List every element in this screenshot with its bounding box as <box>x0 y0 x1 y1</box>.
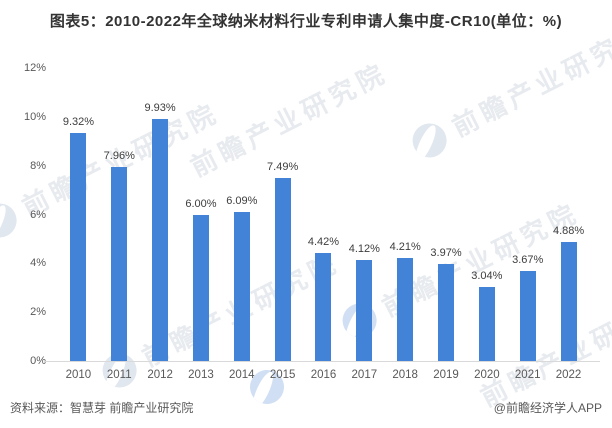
y-tick-label: 8% <box>30 159 46 172</box>
value-label-2022: 4.88% <box>552 224 585 237</box>
bar-column-2021: 3.67% <box>507 68 548 361</box>
bar-2013 <box>192 214 209 361</box>
bar-2019 <box>438 264 455 361</box>
x-axis-labels: 2010 2011 2012 2013 2014 2015 2016 2017 2018 2019… <box>58 369 589 381</box>
source-note: 资料来源：智慧芽 前瞻产业研究院 <box>10 401 194 415</box>
value-label-2017: 4.12% <box>348 243 380 256</box>
value-label-2019: 3.97% <box>430 247 462 260</box>
chart-title: 图表5：2010-2022年全球纳米材料行业专利申请人集中度-CR10(单位：%… <box>49 13 563 30</box>
bar-column-2017: 4.12% <box>344 68 385 361</box>
value-label-2021: 3.67% <box>512 254 544 267</box>
value-label-2018: 4.21% <box>389 241 421 254</box>
bar-column-2016: 4.42% <box>303 68 344 361</box>
x-axis-line <box>44 361 600 362</box>
bar-2020 <box>478 286 495 361</box>
bar-2015 <box>274 178 291 361</box>
x-tick-label: 2017 <box>351 369 378 381</box>
x-tick-label: 2021 <box>514 369 541 381</box>
bar-column-2011: 7.96% <box>99 68 140 361</box>
bar-column-2020: 3.04% <box>466 68 507 361</box>
bar-2018 <box>397 258 414 361</box>
bar-column-2012: 9.93% <box>140 68 181 361</box>
value-label-2014: 6.09% <box>226 195 258 208</box>
x-tick-label: 2010 <box>65 369 92 381</box>
value-label-2011: 7.96% <box>103 149 135 162</box>
value-label-2016: 4.42% <box>307 236 340 249</box>
bar-column-2015: 7.49% <box>262 68 303 361</box>
bar-column-2013: 6.00% <box>181 68 222 361</box>
x-tick-label: 2018 <box>392 369 418 381</box>
credit-note: @前瞻经济学人APP <box>493 401 602 415</box>
bar-column-2010: 9.32% <box>58 68 99 361</box>
value-label-2010: 9.32% <box>62 116 95 129</box>
bar-chart: 0% 2% 4% 6% 8% 10% 12% 9.32% 7.96% 9.93% 6.00% 6.0… <box>0 56 612 396</box>
x-tick-label: 2016 <box>310 369 337 381</box>
x-tick-label: 2012 <box>147 369 173 381</box>
bar-2014 <box>233 212 250 361</box>
x-tick-label: 2013 <box>188 369 214 381</box>
x-tick-label: 2011 <box>106 369 132 381</box>
bar-2011 <box>111 166 128 361</box>
bar-2017 <box>356 260 373 361</box>
bar-2012 <box>152 118 169 361</box>
bar-column-2022: 4.88% <box>548 68 589 361</box>
y-tick-label: 2% <box>30 306 46 319</box>
bar-column-2014: 6.09% <box>221 68 262 361</box>
bar-column-2019: 3.97% <box>426 68 467 361</box>
bar-2016 <box>315 253 332 361</box>
bar-column-2018: 4.21% <box>385 68 426 361</box>
value-label-2013: 6.00% <box>185 197 217 210</box>
value-label-2012: 9.93% <box>144 101 176 114</box>
y-tick-label: 6% <box>30 208 46 221</box>
value-label-2020: 3.04% <box>471 269 503 282</box>
value-label-2015: 7.49% <box>267 161 299 174</box>
bar-2022 <box>560 241 577 361</box>
x-tick-label: 2019 <box>433 369 459 381</box>
x-tick-label: 2020 <box>474 369 500 381</box>
x-tick-label: 2015 <box>269 369 296 381</box>
plot-area: 9.32% 7.96% 9.93% 6.00% 6.09% 7.49% 4.42% 4.12%… <box>58 68 589 361</box>
y-tick-label: 12% <box>23 62 46 74</box>
y-tick-label: 4% <box>30 257 46 270</box>
x-tick-label: 2014 <box>229 369 255 381</box>
y-tick-label: 0% <box>30 355 46 367</box>
bar-2021 <box>519 271 536 361</box>
y-tick-label: 10% <box>23 110 46 123</box>
x-tick-label: 2022 <box>555 369 582 381</box>
bar-2010 <box>70 133 87 361</box>
